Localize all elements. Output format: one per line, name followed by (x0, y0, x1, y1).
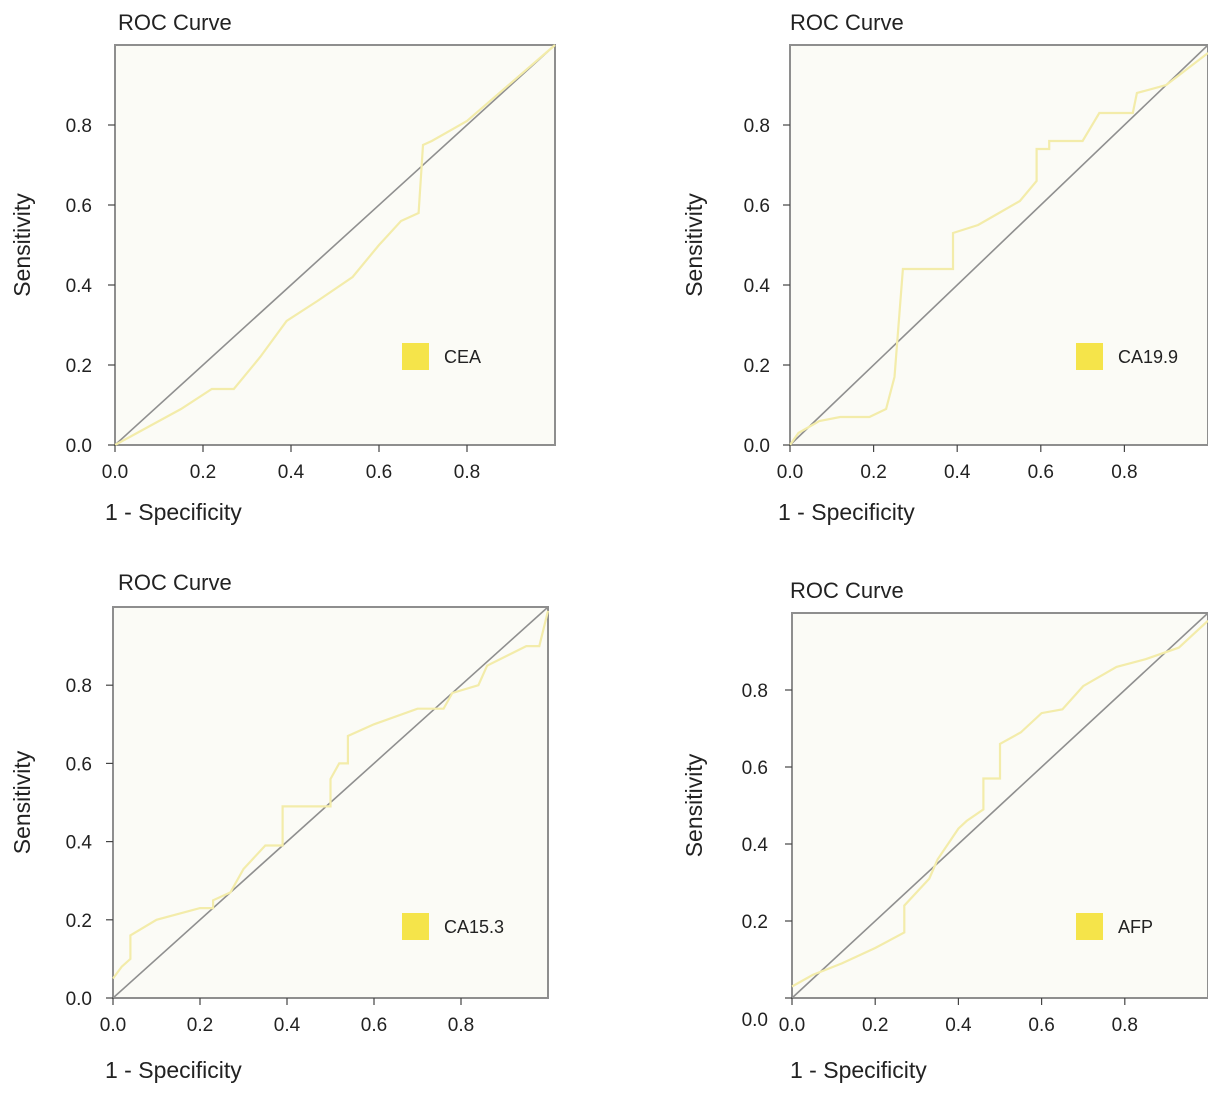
legend-label: CEA (444, 347, 481, 367)
y-tick-label: 0.0 (66, 436, 92, 457)
reference-line (114, 44, 556, 446)
legend-label: CA15.3 (444, 917, 504, 937)
y-axis-label: Sensitivity (681, 193, 707, 297)
y-tick-label: 0.4 (744, 276, 771, 297)
chart-title: ROC Curve (118, 10, 232, 35)
roc-chart-3: ROC Curve 0.0 0.2 0.4 0.6 0.8 0.0 0.2 0.4 0.6 0.8 1… (9, 570, 550, 1083)
x-axis-label: 1 - Specificity (778, 499, 915, 525)
x-tick-label: 0.2 (187, 1015, 213, 1036)
legend-swatch (402, 343, 429, 370)
x-tick-label: 0.4 (944, 462, 971, 483)
y-tick-label: 0.2 (66, 356, 92, 377)
y-tick-label: 0.4 (742, 835, 769, 856)
x-axis-label: 1 - Specificity (790, 1057, 927, 1083)
y-tick-label: 0.2 (744, 356, 770, 377)
legend-swatch (1076, 913, 1103, 940)
y-tick-label: 0.0 (66, 989, 92, 1010)
y-tick-label: 0.6 (744, 196, 770, 217)
x-axis-label: 1 - Specificity (105, 499, 242, 525)
y-tick-label: 0.2 (66, 911, 92, 932)
legend-swatch (402, 913, 429, 940)
y-tick-label: 0.4 (66, 833, 93, 854)
reference-line (791, 612, 1208, 999)
x-tick-label: 0.4 (945, 1015, 972, 1036)
x-tick-label: 0.0 (102, 462, 128, 483)
y-axis-label: Sensitivity (681, 753, 707, 857)
legend-swatch (1076, 343, 1103, 370)
legend-label: CA19.9 (1118, 347, 1178, 367)
y-axis-label: Sensitivity (9, 750, 35, 854)
x-tick-label: 0.8 (1111, 462, 1137, 483)
y-axis-label: Sensitivity (9, 193, 35, 297)
chart-title: ROC Curve (118, 570, 232, 595)
x-tick-label: 0.0 (777, 462, 803, 483)
roc-curve-line (789, 52, 1208, 446)
legend-label: AFP (1118, 917, 1153, 937)
roc-chart-4: ROC Curve 0.0 0.2 0.4 0.6 0.8 0.0 0.2 0.4 0.6 0.8 1… (681, 578, 1208, 1083)
x-tick-label: 0.8 (448, 1015, 474, 1036)
x-tick-label: 0.6 (1028, 1015, 1054, 1036)
y-tick-label: 0.8 (742, 681, 768, 702)
y-tick-label: 0.0 (744, 436, 770, 457)
roc-curve-line (112, 610, 550, 980)
chart-title: ROC Curve (790, 10, 904, 35)
y-tick-label: 0.8 (66, 676, 92, 697)
x-tick-label: 0.6 (1028, 462, 1054, 483)
y-tick-label: 0.6 (66, 754, 92, 775)
chart-title: ROC Curve (790, 578, 904, 603)
x-tick-label: 0.2 (190, 462, 216, 483)
x-tick-label: 0.0 (100, 1015, 126, 1036)
y-tick-label: 0.2 (742, 912, 768, 933)
roc-chart-2: ROC Curve 0.0 0.2 0.4 0.6 0.8 0.0 0.2 0.4 0.6 0.8 1… (681, 10, 1208, 525)
x-tick-label: 0.8 (454, 462, 480, 483)
x-tick-label: 0.6 (361, 1015, 387, 1036)
y-tick-label: 0.6 (66, 196, 92, 217)
y-tick-label: 0.0 (742, 1010, 768, 1031)
y-tick-label: 0.8 (66, 116, 92, 137)
roc-chart-1: ROC Curve 0.0 0.2 0.4 0.6 0.8 0.0 0.2 0.4 0.6 0.8 1… (9, 10, 556, 525)
reference-line (789, 44, 1208, 446)
x-tick-label: 0.2 (860, 462, 886, 483)
x-tick-label: 0.0 (779, 1015, 805, 1036)
x-tick-label: 0.4 (274, 1015, 301, 1036)
x-axis-label: 1 - Specificity (105, 1057, 242, 1083)
x-tick-label: 0.4 (278, 462, 305, 483)
x-tick-label: 0.6 (366, 462, 392, 483)
roc-curve-line (791, 619, 1208, 988)
y-tick-label: 0.8 (744, 116, 770, 137)
y-tick-label: 0.6 (742, 758, 768, 779)
y-tick-label: 0.4 (66, 276, 93, 297)
x-tick-label: 0.2 (862, 1015, 888, 1036)
x-tick-label: 0.8 (1112, 1015, 1138, 1036)
roc-curve-line (114, 44, 556, 446)
